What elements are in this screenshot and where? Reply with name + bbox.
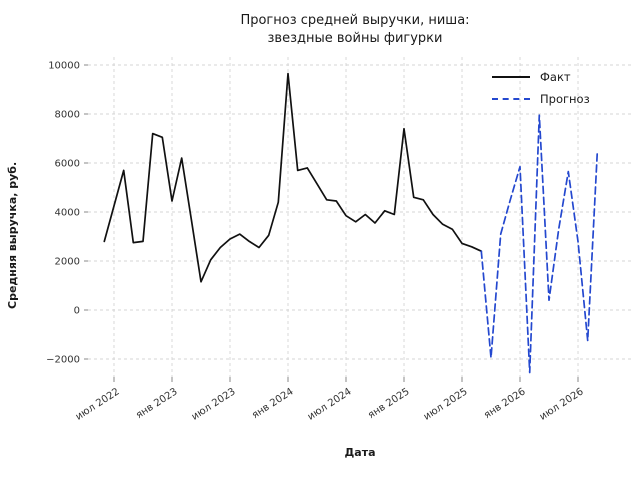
- chart-title-line1: Прогноз средней выручки, ниша:: [240, 13, 470, 28]
- gridlines: [88, 57, 632, 377]
- x-tick-label: июл 2024: [306, 386, 354, 422]
- chart-title: Прогноз средней выручки, ниша: звездные …: [70, 12, 640, 48]
- x-axis-label: Дата: [344, 446, 376, 459]
- y-tick-label: 4000: [55, 208, 80, 219]
- y-tick-label: 0: [74, 306, 80, 317]
- forecast-line-sample: [492, 98, 530, 100]
- chart-title-line2: звездные войны фигурки: [267, 31, 443, 46]
- fact-line: [103, 72, 483, 283]
- y-axis-label: Средняя выручка, руб.: [6, 161, 19, 309]
- legend-item-fact: Факт: [492, 66, 590, 88]
- x-tick-label: июл 2025: [422, 386, 470, 422]
- x-tick-label: янв 2025: [366, 386, 411, 421]
- y-tick-label: 8000: [55, 110, 80, 121]
- x-tick-label: июл 2026: [538, 386, 586, 422]
- x-tick-label: янв 2024: [250, 386, 295, 421]
- legend: Факт Прогноз: [492, 66, 590, 110]
- y-tick-label: 6000: [55, 159, 80, 170]
- x-tick-label: июл 2023: [190, 386, 238, 422]
- tick-marks: [84, 64, 579, 382]
- legend-label-fact: Факт: [540, 70, 571, 84]
- y-tick-label: 10000: [48, 61, 80, 72]
- y-tick-label: −2000: [46, 355, 80, 366]
- legend-item-forecast: Прогноз: [492, 88, 590, 110]
- x-tick-label: янв 2026: [482, 386, 527, 421]
- forecast-line: [480, 114, 599, 374]
- fact-line-sample: [492, 76, 530, 78]
- y-tick-label: 2000: [55, 257, 80, 268]
- x-tick-label: янв 2023: [134, 386, 179, 421]
- data-lines: [103, 72, 599, 374]
- x-tick-label: июл 2022: [74, 386, 122, 422]
- tick-labels: 10000 8000 6000 4000 2000 0 −2000 июл 2022 янв 2…: [46, 61, 585, 423]
- legend-label-forecast: Прогноз: [540, 92, 590, 106]
